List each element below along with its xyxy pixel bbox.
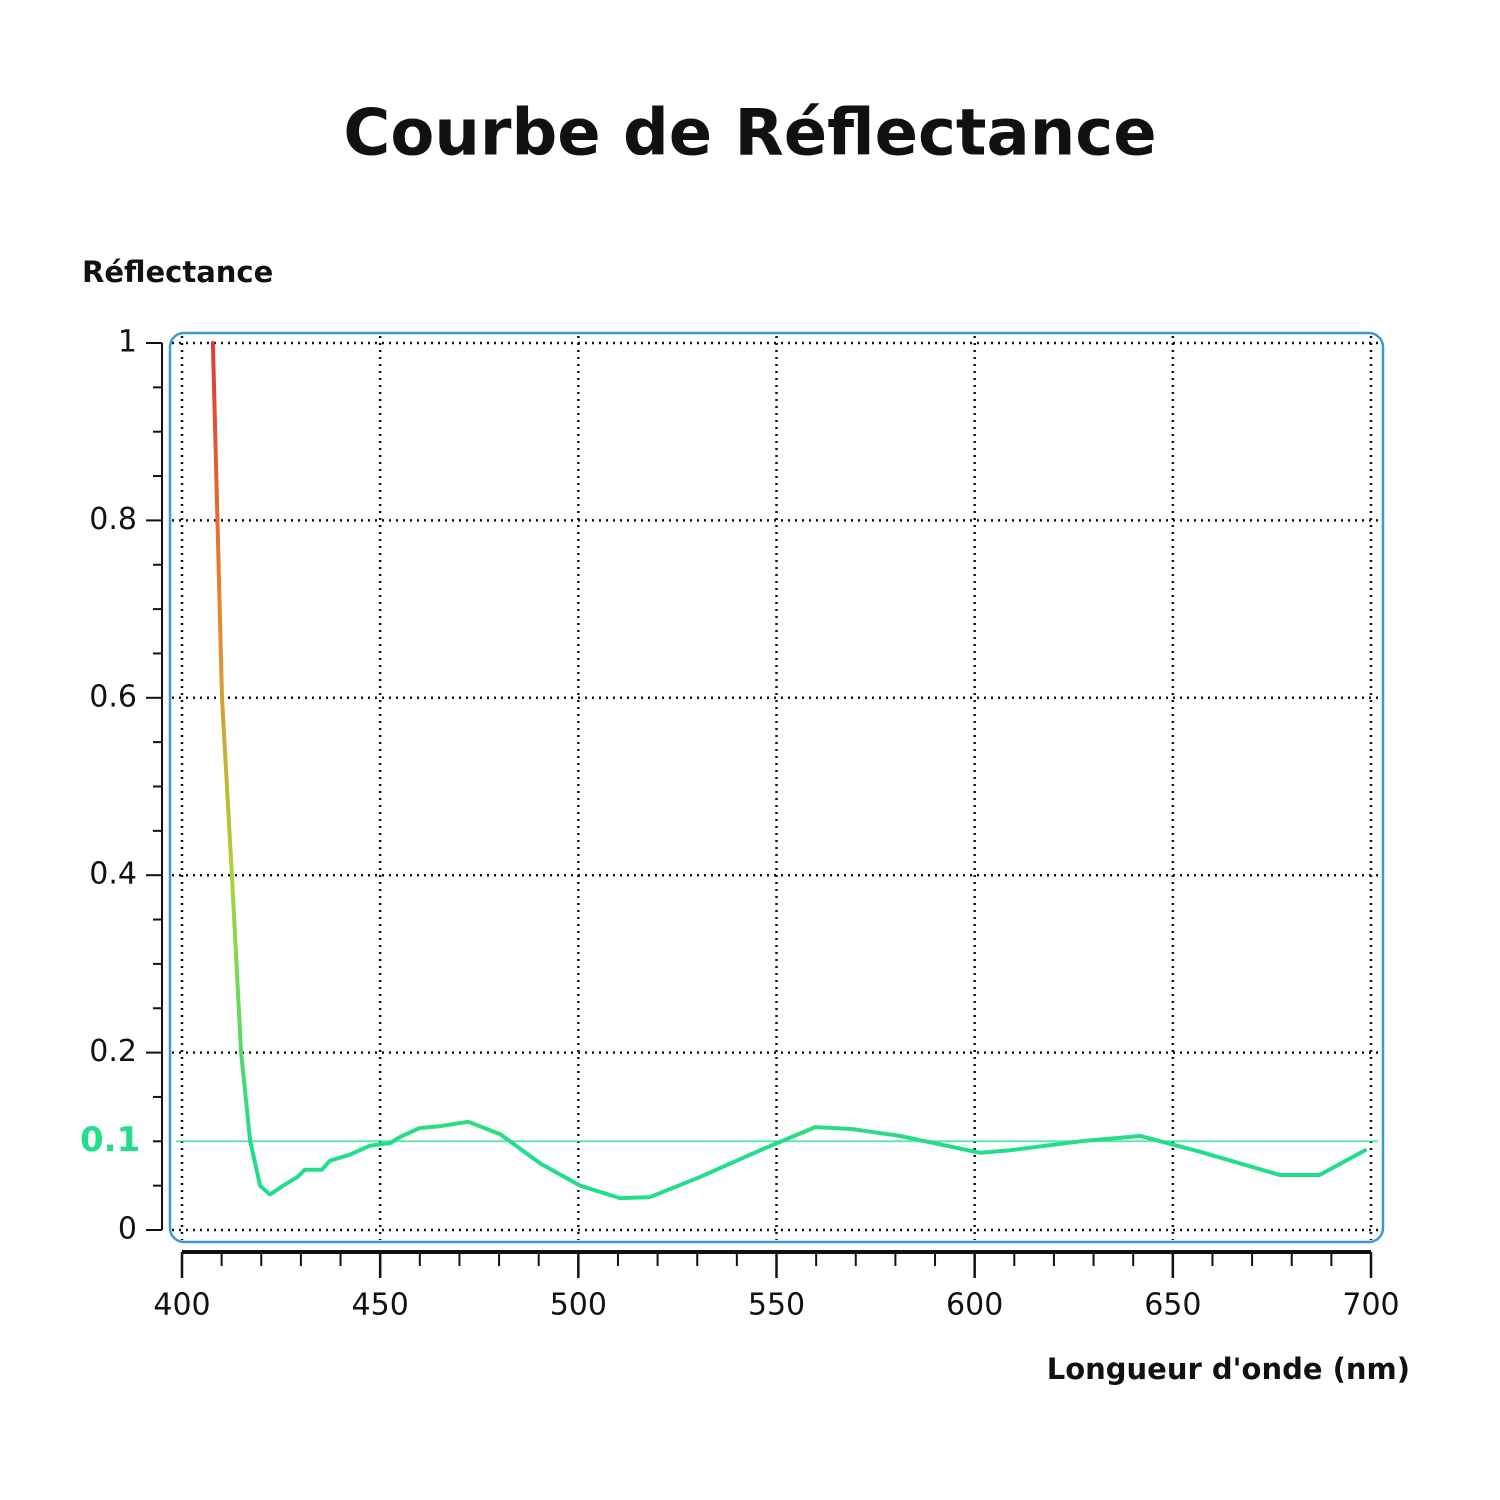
x-tick-label: 700 [1342,1288,1399,1323]
x-tick-label: 400 [153,1288,210,1323]
chart-title: Courbe de Réflectance [343,97,1156,171]
y-tick-label: 0.2 [89,1034,137,1069]
x-tick-label: 650 [1144,1288,1201,1323]
plot-frame [168,331,1385,1244]
y-tick-label: 1 [118,325,137,360]
x-tick-label: 500 [550,1288,607,1323]
y-tick-label: 0.6 [89,679,137,714]
reference-label: 0.1 [80,1120,140,1160]
x-axis-label: Longueur d'onde (nm) [1047,1352,1410,1386]
y-tick-label: 0.8 [89,502,137,537]
x-tick-label: 600 [946,1288,1003,1323]
x-tick-label: 550 [748,1288,805,1323]
y-tick-label: 0 [118,1212,137,1247]
reflectance-curve [210,341,1368,1201]
y-tick-label: 0.4 [89,857,137,892]
y-axis-label: Réflectance [82,255,273,289]
x-tick-label: 450 [352,1288,409,1323]
